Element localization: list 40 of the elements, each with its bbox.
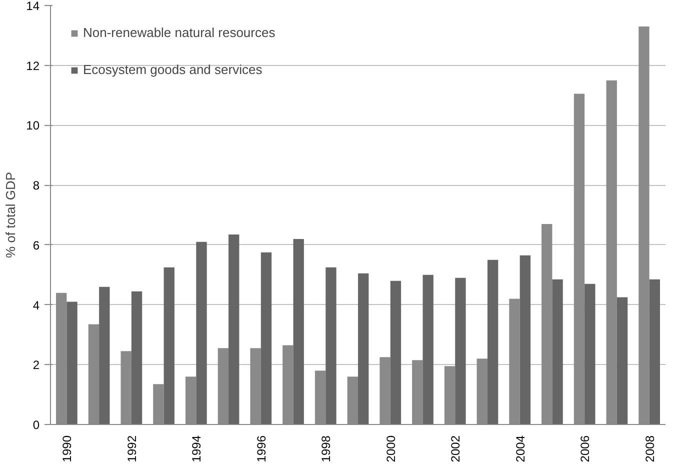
y-tick-label: 0 <box>32 418 40 432</box>
bar <box>99 286 110 424</box>
y-tick-label: 4 <box>32 298 40 312</box>
bar <box>228 234 240 424</box>
bar <box>131 291 142 424</box>
bar <box>649 279 660 424</box>
bar <box>487 260 498 424</box>
y-axis-title: % of total GDP <box>3 172 18 258</box>
bar <box>390 280 402 424</box>
bar <box>584 284 596 424</box>
x-tick-label: 2004 <box>513 435 528 462</box>
x-tick-label: 2006 <box>578 435 592 462</box>
x-tick-label: 2002 <box>448 435 463 462</box>
x-tick-label: 2008 <box>642 435 657 462</box>
y-tick-label: 2 <box>32 358 40 372</box>
x-tick-label: 1996 <box>254 435 268 462</box>
bar <box>326 267 336 424</box>
bar <box>358 273 369 424</box>
y-tick-label: 6 <box>32 238 40 252</box>
x-tick-label: 1990 <box>60 435 74 462</box>
x-tick-label: 1994 <box>190 435 204 462</box>
bar <box>520 255 531 424</box>
bar <box>66 302 78 424</box>
bar <box>422 274 434 424</box>
x-tick-label: 2000 <box>384 435 398 462</box>
legend-label: Ecosystem goods and services <box>83 62 262 77</box>
bar <box>616 297 628 424</box>
bar <box>164 267 174 424</box>
y-tick-label: 14 <box>26 0 40 13</box>
y-tick-label: 12 <box>26 58 40 73</box>
bar <box>552 279 563 424</box>
bar <box>196 242 207 424</box>
x-tick-label: 1992 <box>124 435 139 462</box>
x-tick-label: 1998 <box>319 435 334 462</box>
y-tick-label: 8 <box>32 178 40 193</box>
bar <box>260 252 272 424</box>
legend-label: Non-renewable natural resources <box>83 25 276 40</box>
bar <box>293 238 304 424</box>
y-tick-label: 10 <box>26 118 40 133</box>
bar <box>455 278 466 424</box>
